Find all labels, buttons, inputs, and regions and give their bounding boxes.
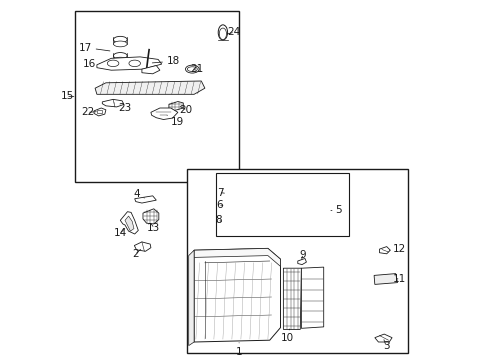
Polygon shape	[297, 258, 306, 265]
Ellipse shape	[129, 60, 140, 67]
Polygon shape	[125, 216, 134, 231]
Ellipse shape	[113, 53, 127, 59]
Polygon shape	[188, 250, 194, 346]
Polygon shape	[142, 209, 159, 224]
Ellipse shape	[113, 57, 127, 63]
Ellipse shape	[113, 41, 127, 47]
Polygon shape	[267, 205, 332, 223]
Text: 21: 21	[190, 64, 203, 74]
Text: 8: 8	[215, 215, 222, 225]
Polygon shape	[379, 247, 389, 254]
Ellipse shape	[185, 65, 199, 73]
Ellipse shape	[218, 25, 227, 40]
Bar	[97, 110, 102, 113]
Polygon shape	[373, 274, 397, 284]
Text: 19: 19	[167, 115, 184, 127]
Polygon shape	[283, 268, 301, 329]
Polygon shape	[142, 66, 160, 74]
Text: 3: 3	[382, 340, 388, 351]
Circle shape	[224, 201, 232, 210]
Polygon shape	[134, 242, 151, 251]
Text: 23: 23	[114, 103, 131, 113]
Polygon shape	[120, 212, 138, 234]
Polygon shape	[194, 248, 280, 266]
Text: 1: 1	[235, 343, 242, 357]
Text: 4: 4	[133, 189, 144, 199]
Text: 14: 14	[113, 228, 127, 238]
Bar	[186, 169, 407, 353]
Bar	[75, 11, 239, 182]
Polygon shape	[151, 108, 178, 120]
Circle shape	[226, 203, 230, 207]
Polygon shape	[97, 57, 162, 70]
Text: 9: 9	[299, 250, 305, 260]
Ellipse shape	[219, 28, 226, 40]
Text: 11: 11	[392, 274, 405, 284]
Polygon shape	[168, 102, 183, 111]
Text: 22: 22	[81, 107, 96, 117]
Text: 13: 13	[147, 222, 160, 233]
Polygon shape	[301, 267, 323, 328]
Polygon shape	[102, 99, 123, 107]
Ellipse shape	[113, 36, 127, 43]
Polygon shape	[134, 196, 156, 203]
Text: 15: 15	[61, 91, 74, 102]
Ellipse shape	[187, 67, 197, 71]
Ellipse shape	[107, 60, 119, 67]
Text: 20: 20	[179, 105, 192, 115]
Polygon shape	[95, 81, 204, 94]
Text: 7: 7	[216, 188, 224, 198]
Polygon shape	[220, 217, 241, 226]
Polygon shape	[225, 191, 235, 196]
Text: 12: 12	[389, 244, 405, 254]
Polygon shape	[94, 108, 106, 116]
Text: 2: 2	[132, 249, 140, 259]
Text: 18: 18	[152, 56, 180, 66]
Polygon shape	[194, 248, 280, 342]
Bar	[215, 173, 348, 236]
Polygon shape	[374, 334, 391, 342]
Text: 16: 16	[82, 59, 100, 69]
Text: 24: 24	[226, 27, 240, 37]
Text: 5: 5	[330, 204, 341, 215]
Text: 17: 17	[79, 42, 110, 53]
Text: 6: 6	[216, 200, 223, 210]
Text: 10: 10	[280, 329, 293, 343]
